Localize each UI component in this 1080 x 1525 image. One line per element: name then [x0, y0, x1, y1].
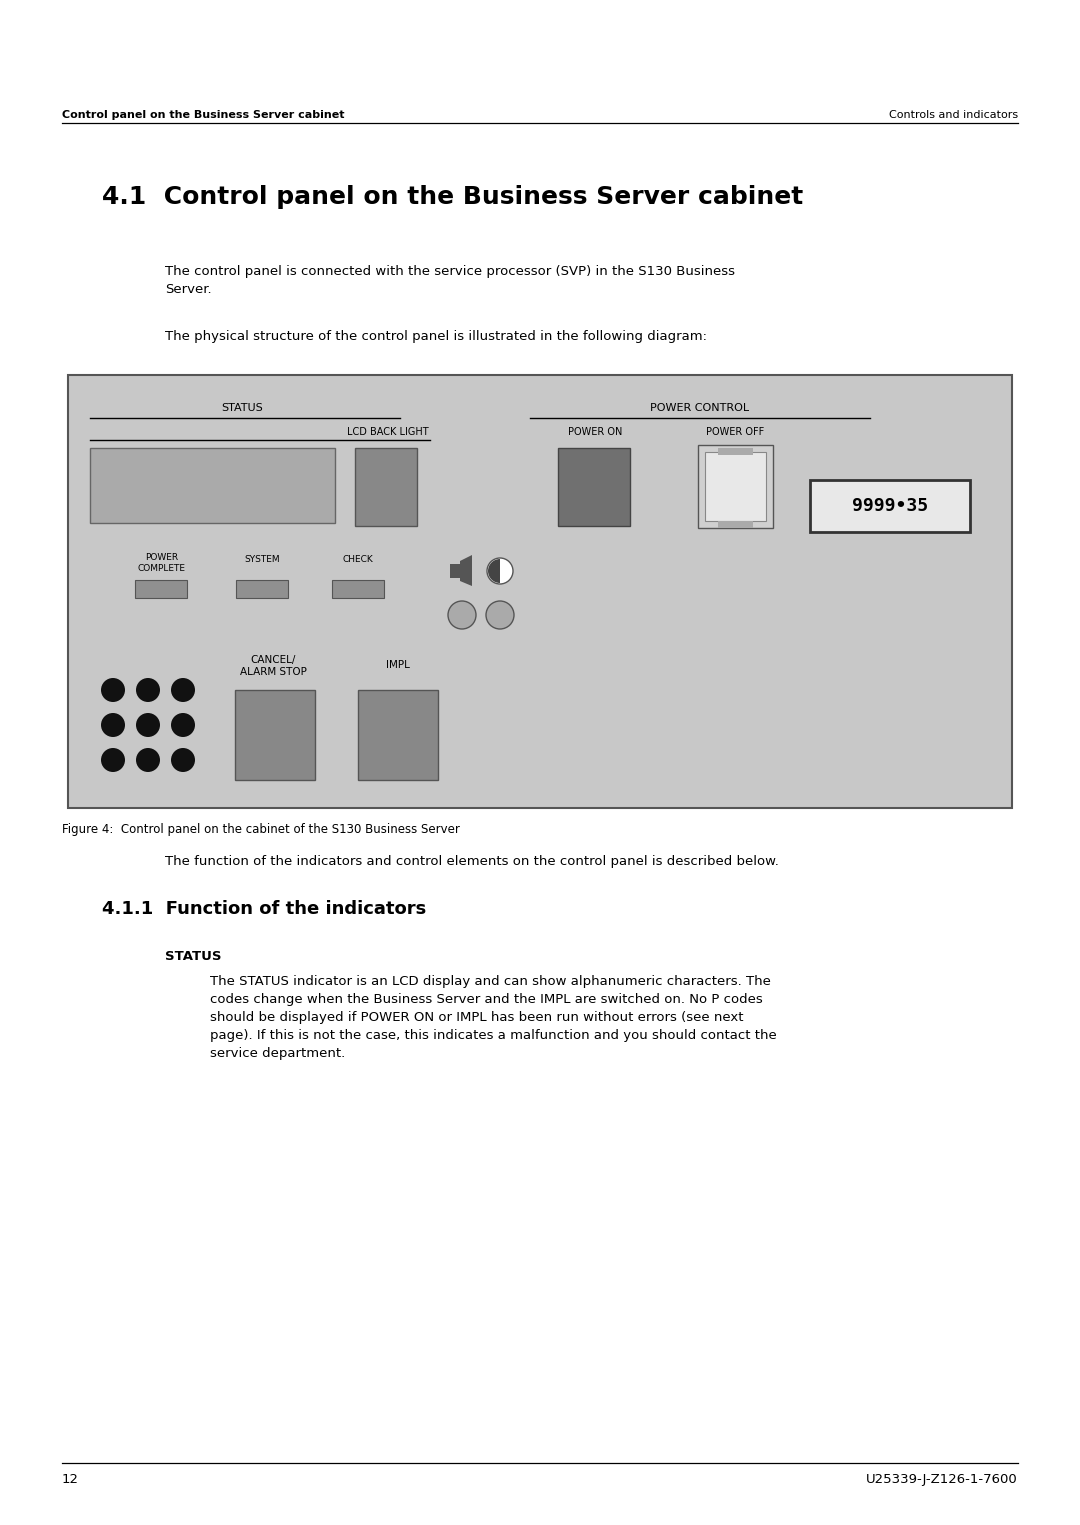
Bar	[450, 564, 460, 578]
Text: POWER
COMPLETE: POWER COMPLETE	[138, 554, 186, 573]
Text: POWER OFF: POWER OFF	[706, 427, 765, 438]
Circle shape	[487, 558, 513, 584]
Circle shape	[136, 679, 160, 702]
Circle shape	[102, 714, 125, 737]
Bar	[698, 445, 773, 528]
Text: 9999•35: 9999•35	[852, 497, 928, 515]
Text: SYSTEM: SYSTEM	[244, 555, 280, 564]
Bar	[332, 580, 384, 598]
Text: Figure 4:  Control panel on the cabinet of the S130 Business Server: Figure 4: Control panel on the cabinet o…	[62, 824, 460, 836]
Text: STATUS: STATUS	[221, 403, 262, 413]
Polygon shape	[460, 555, 472, 586]
Text: STATUS: STATUS	[165, 950, 221, 962]
Bar	[135, 580, 187, 598]
Text: CANCEL/
ALARM STOP: CANCEL/ ALARM STOP	[240, 656, 307, 677]
Bar	[355, 448, 417, 526]
Circle shape	[171, 714, 195, 737]
Text: POWER ON: POWER ON	[568, 427, 622, 438]
Text: The STATUS indicator is an LCD display and can show alphanumeric characters. The: The STATUS indicator is an LCD display a…	[210, 974, 777, 1060]
Text: CHECK: CHECK	[342, 555, 374, 564]
Bar	[705, 451, 766, 522]
Circle shape	[486, 601, 514, 628]
Bar	[558, 448, 630, 526]
Text: 4.1.1  Function of the indicators: 4.1.1 Function of the indicators	[102, 900, 427, 918]
Bar	[810, 480, 970, 532]
Text: POWER CONTROL: POWER CONTROL	[650, 403, 750, 413]
Text: Control panel on the Business Server cabinet: Control panel on the Business Server cab…	[62, 110, 345, 120]
Text: 4.1  Control panel on the Business Server cabinet: 4.1 Control panel on the Business Server…	[102, 185, 804, 209]
Text: The physical structure of the control panel is illustrated in the following diag: The physical structure of the control pa…	[165, 329, 707, 343]
Bar	[90, 448, 335, 523]
Circle shape	[171, 747, 195, 772]
Text: 12: 12	[62, 1473, 79, 1485]
Circle shape	[136, 747, 160, 772]
Bar	[235, 689, 315, 779]
Bar	[68, 375, 1012, 808]
Text: The control panel is connected with the service processor (SVP) in the S130 Busi: The control panel is connected with the …	[165, 265, 735, 296]
Circle shape	[102, 679, 125, 702]
Circle shape	[448, 601, 476, 628]
Text: Controls and indicators: Controls and indicators	[889, 110, 1018, 120]
Circle shape	[136, 714, 160, 737]
Text: LCD BACK LIGHT: LCD BACK LIGHT	[347, 427, 429, 438]
Bar	[718, 448, 753, 454]
Circle shape	[171, 679, 195, 702]
Text: U25339-J-Z126-1-7600: U25339-J-Z126-1-7600	[866, 1473, 1018, 1485]
Circle shape	[102, 747, 125, 772]
Bar	[237, 580, 288, 598]
Text: The function of the indicators and control elements on the control panel is desc: The function of the indicators and contr…	[165, 856, 779, 868]
Wedge shape	[488, 560, 500, 583]
Bar	[357, 689, 438, 779]
Bar	[718, 522, 753, 528]
Text: IMPL: IMPL	[386, 660, 410, 669]
